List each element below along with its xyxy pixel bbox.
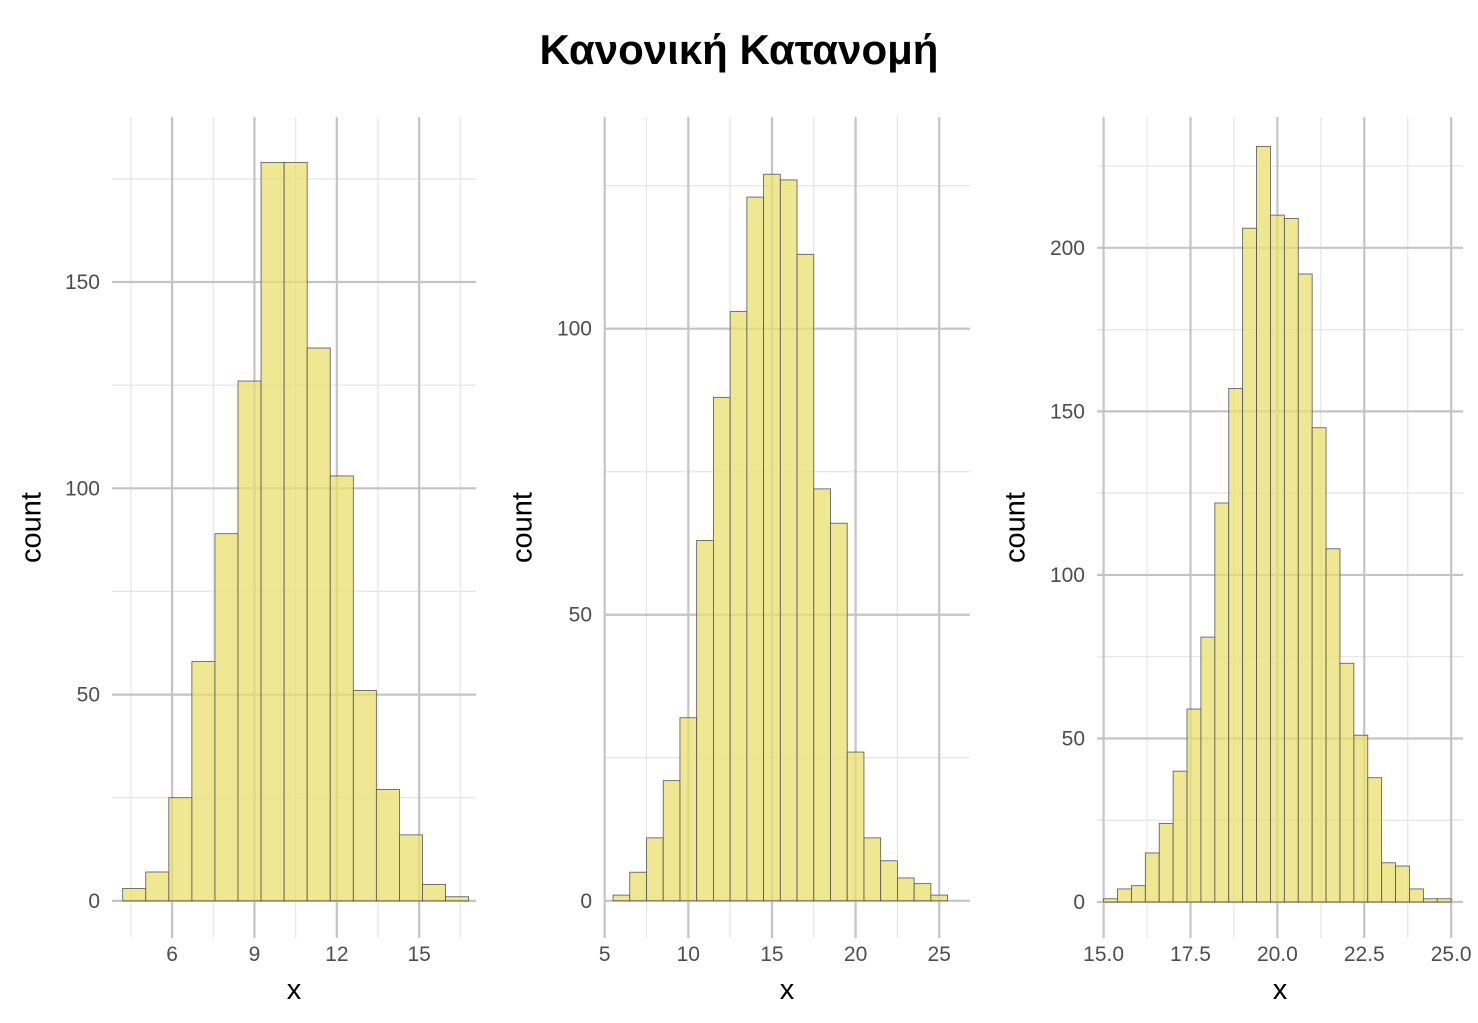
histogram-bar: [1297, 273, 1313, 903]
histogram-bar: [763, 173, 781, 902]
histogram-bar: [1283, 217, 1299, 903]
histogram-bar: [1381, 862, 1396, 903]
histogram-bar: [846, 751, 865, 902]
histogram-bar: [422, 883, 446, 902]
histogram-panel-3: 0 50 100 150 200 15.0 17.5 20.0 22.5 25.0 x count: [1000, 117, 1472, 1006]
y-tick-label: 100: [557, 318, 592, 341]
x-tick-label: 10: [677, 943, 700, 966]
histogram-bar: [122, 888, 147, 902]
histogram-bar: [1214, 502, 1230, 903]
histogram-bar: [1395, 865, 1410, 903]
histogram-bar: [375, 789, 400, 902]
y-tick-label: 100: [65, 477, 100, 500]
histogram-bar: [662, 780, 681, 902]
histogram-bar: [445, 896, 469, 902]
histogram-bar: [1242, 227, 1257, 903]
y-tick-label: 0: [88, 890, 100, 913]
y-axis-title: count: [1000, 492, 1032, 563]
y-tick-label: 0: [580, 890, 592, 913]
histogram-bar: [679, 717, 698, 902]
histogram-bar: [1228, 388, 1244, 903]
histogram-bar: [1409, 888, 1424, 903]
histogram-bar: [796, 253, 815, 902]
histogram-bar: [813, 488, 831, 902]
y-tick-label: 150: [65, 271, 100, 294]
y-tick-label: 150: [1050, 400, 1085, 423]
histogram-bar: [729, 311, 748, 902]
histogram-bar: [863, 837, 882, 902]
x-tick-label: 22.5: [1344, 943, 1385, 966]
y-tick-label: 50: [1062, 727, 1085, 750]
histogram-bar: [191, 661, 216, 902]
histogram-bar: [352, 690, 377, 902]
histogram-bar: [913, 883, 932, 902]
histogram-panel-1: 0 50 100 150 6 9 12 15 x count: [16, 117, 476, 1006]
x-tick-label: 20.0: [1257, 943, 1298, 966]
histogram-bar: [168, 797, 193, 902]
histogram-bar: [930, 894, 948, 902]
x-tick-label: 25: [928, 943, 951, 966]
histogram-bar: [1158, 823, 1174, 903]
y-tick-label: 0: [1073, 891, 1085, 914]
y-axis-title: count: [507, 492, 539, 563]
histogram-bar: [880, 860, 898, 902]
histogram-bar: [612, 894, 631, 902]
histogram-bar: [646, 837, 664, 902]
chart-title: Κανονική Κατανομή: [539, 26, 939, 73]
x-axis-title: x: [287, 974, 302, 1006]
histogram-bar: [1325, 548, 1341, 903]
histogram-bar: [1436, 898, 1452, 903]
x-axis-title: x: [1273, 974, 1288, 1006]
histogram-bar: [237, 380, 262, 902]
histogram-bar: [1339, 662, 1355, 903]
x-tick-label: 5: [599, 943, 611, 966]
histogram-bar: [696, 539, 714, 902]
x-axis-title: x: [780, 974, 795, 1006]
histogram-bar: [1270, 214, 1285, 903]
histogram-bar: [746, 196, 764, 902]
x-tick-label: 15: [407, 943, 430, 966]
histogram-panel-2: 0 50 100 5 10 15 20 25 x count: [507, 117, 970, 1006]
histogram-bar: [1256, 146, 1271, 903]
histogram-bar: [1117, 888, 1132, 903]
histogram-bar: [1131, 885, 1146, 903]
histogram-bar: [1103, 898, 1118, 903]
y-tick-label: 50: [77, 684, 100, 707]
histogram-bar: [260, 161, 285, 902]
x-tick-label: 25.0: [1431, 943, 1472, 966]
y-axis-title: count: [16, 492, 48, 563]
histogram-bar: [897, 877, 915, 902]
histogram-bar: [1422, 898, 1438, 903]
y-tick-label: 200: [1050, 237, 1085, 260]
x-tick-label: 6: [166, 943, 178, 966]
y-tick-label: 50: [569, 604, 592, 627]
x-tick-label: 17.5: [1170, 943, 1211, 966]
histogram-bar: [1367, 777, 1383, 903]
histogram-bar: [1144, 852, 1160, 903]
histogram-bar: [329, 475, 354, 902]
histogram-bar: [1186, 708, 1202, 903]
x-tick-label: 15.0: [1083, 943, 1124, 966]
x-tick-label: 12: [325, 943, 348, 966]
histogram-bar: [283, 161, 308, 902]
histogram-bar: [214, 533, 239, 902]
x-tick-label: 9: [249, 943, 261, 966]
histogram-bar: [399, 834, 423, 902]
histogram-bar: [712, 396, 731, 902]
histogram-bar: [1172, 770, 1188, 903]
histogram-bar: [1311, 427, 1327, 903]
x-tick-label: 15: [760, 943, 783, 966]
histogram-bar: [629, 871, 647, 902]
y-tick-label: 100: [1050, 564, 1085, 587]
histogram-bar: [1200, 636, 1216, 903]
histogram-bar: [830, 522, 848, 902]
histogram-bar: [306, 347, 331, 902]
x-tick-label: 20: [844, 943, 867, 966]
histogram-bar: [779, 179, 798, 902]
histogram-bar: [145, 871, 170, 902]
histogram-bar: [1353, 734, 1369, 903]
